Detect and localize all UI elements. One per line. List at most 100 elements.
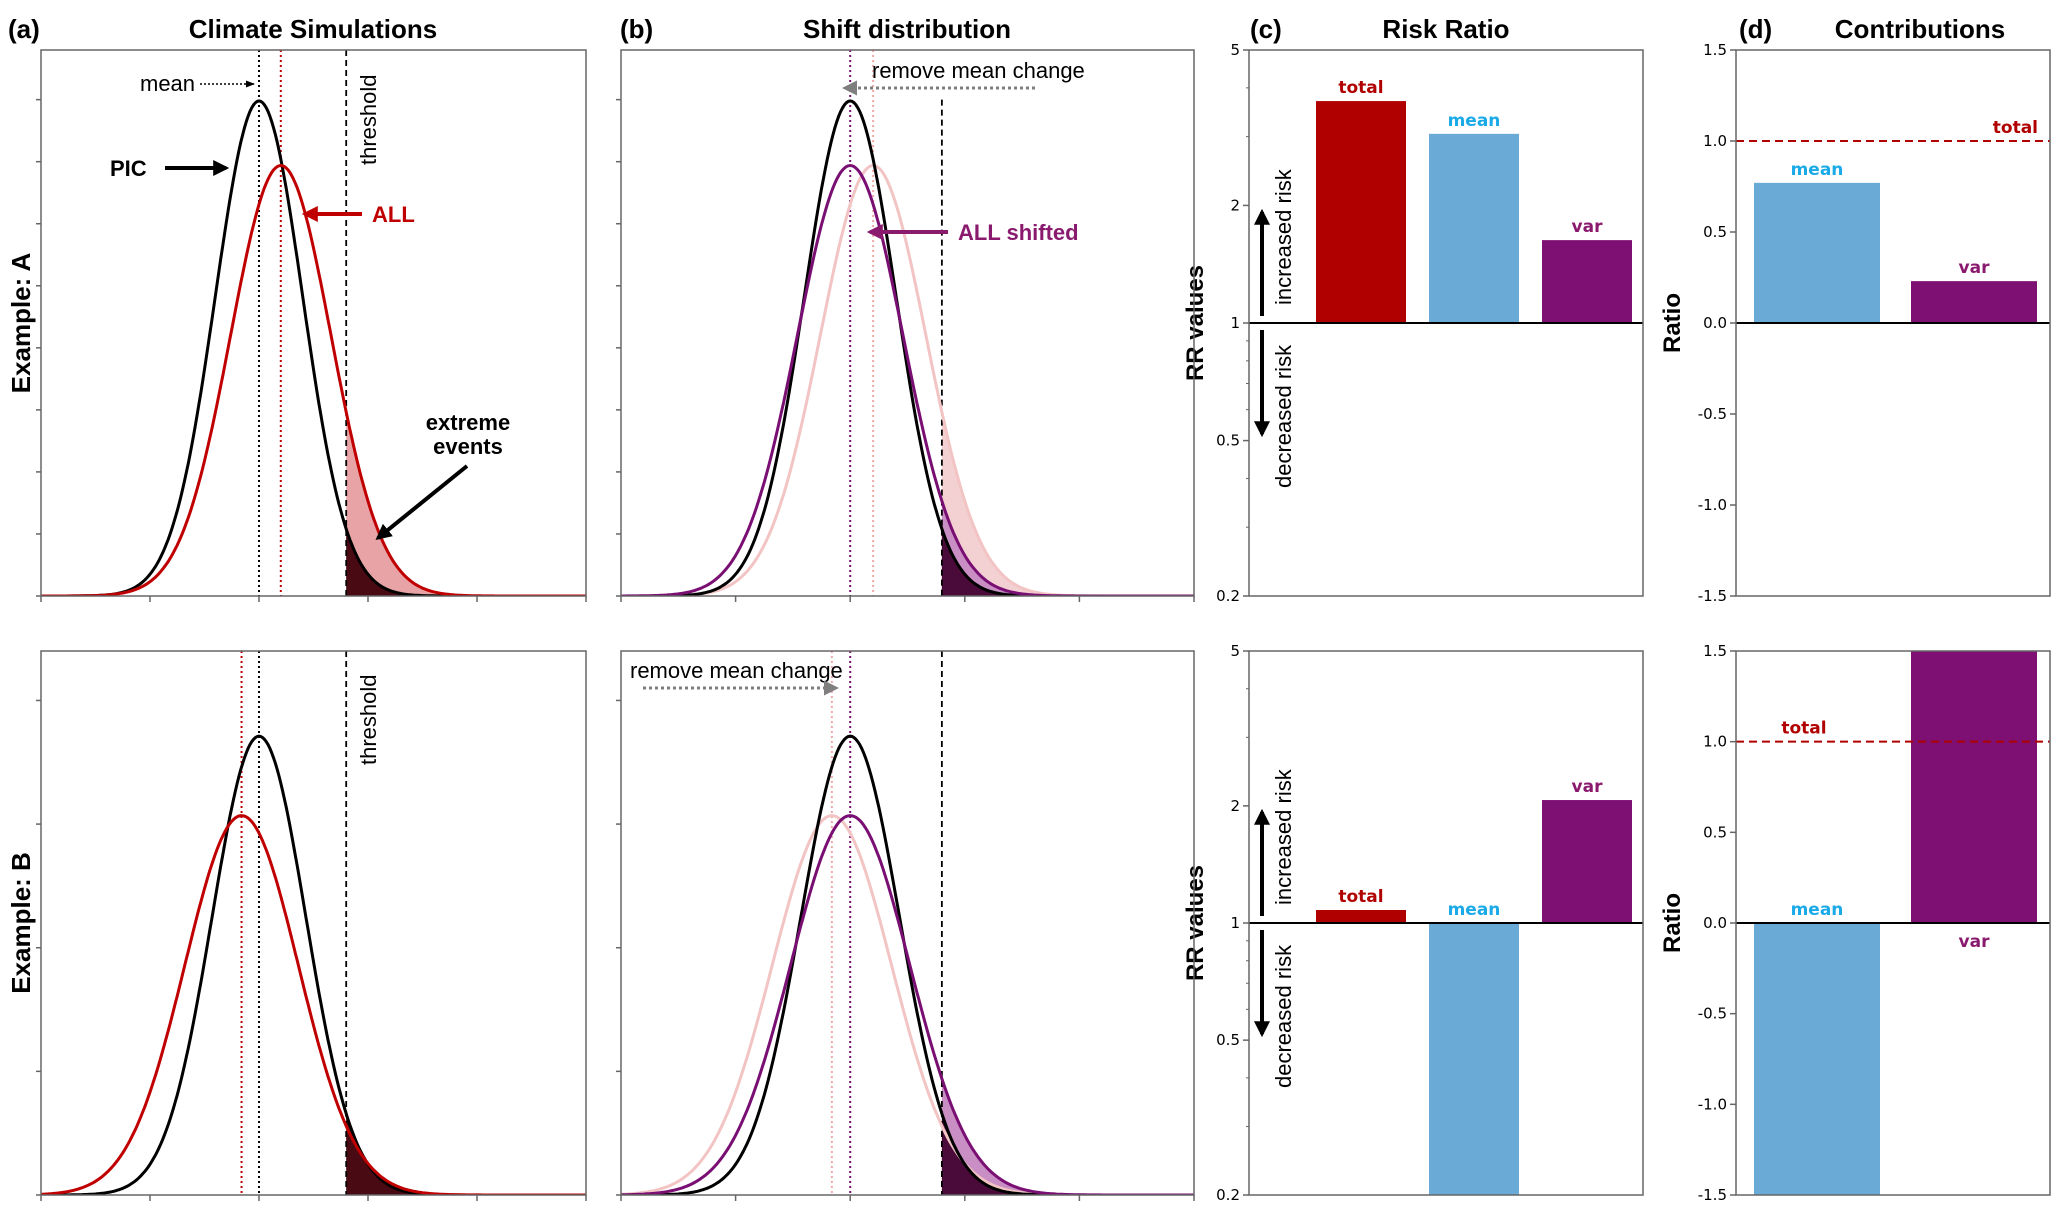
bar-label-var: var <box>1959 258 1991 278</box>
bar-mean <box>1754 182 1880 323</box>
ylabel-d-top: Ratio <box>1659 293 1686 353</box>
y-tick-label: 1.5 <box>1703 642 1727 660</box>
bar-var <box>1911 651 2037 923</box>
y-tick-label: 1 <box>1230 914 1240 932</box>
curve-pic <box>621 734 1194 1195</box>
increased-risk-label-top: increased risk <box>1271 168 1296 305</box>
y-tick-label: 0.5 <box>1216 432 1240 450</box>
threshold-label-bottom: threshold <box>356 674 381 765</box>
y-tick-label: 5 <box>1230 642 1240 660</box>
curve-all-original- <box>621 814 1194 1195</box>
y-tick-label: 1.5 <box>1703 41 1727 59</box>
y-tick-label: 1.0 <box>1703 733 1727 751</box>
y-tick-label: 0.5 <box>1216 1031 1240 1049</box>
plot-area <box>621 651 1194 1195</box>
y-tick-label: -1.0 <box>1698 496 1727 514</box>
y-tick-label: -1.5 <box>1698 1186 1727 1204</box>
panel-label-d: (d) <box>1739 14 1772 44</box>
plot-area <box>41 50 586 596</box>
remove-mean-change-label-bottom: remove mean change <box>630 658 843 683</box>
panel-a-top <box>36 49 587 602</box>
annotations-b-top: remove mean change ALL shifted <box>842 58 1085 245</box>
all-label: ALL <box>372 202 415 227</box>
bar-var <box>1542 240 1632 323</box>
curve-pic <box>41 734 586 1195</box>
increased-risk-label-bottom: increased risk <box>1271 768 1296 905</box>
panel-title-c: Risk Ratio <box>1382 14 1509 44</box>
bar-label-var: var <box>1572 777 1604 797</box>
extreme-events-arrow <box>375 464 469 541</box>
y-tick-label: -1.0 <box>1698 1095 1727 1113</box>
bar-var <box>1542 800 1632 923</box>
tail-fill-pic <box>941 529 1194 596</box>
curve-pic <box>41 99 586 596</box>
decreased-risk-label-top: decreased risk <box>1271 344 1296 488</box>
reference-line-label: total <box>1993 118 2038 138</box>
bar-label-var: var <box>1572 217 1604 237</box>
curve-all <box>41 163 586 596</box>
curve-pic <box>621 99 1194 596</box>
bar-total <box>1316 909 1406 923</box>
curve-all-original- <box>621 163 1194 596</box>
axes-frame <box>40 650 587 1196</box>
risk-annotations: increased risk decreased risk increased … <box>1254 168 1296 1088</box>
pic-label: PIC <box>110 156 147 181</box>
ylabel-d-bottom: Ratio <box>1659 893 1686 953</box>
bar-label-mean: mean <box>1448 111 1501 131</box>
curve-all <box>41 814 586 1195</box>
bar-label-mean: mean <box>1791 900 1844 920</box>
threshold-label-top: threshold <box>356 74 381 165</box>
annotations-a-top: mean PIC ALL threshold extreme events <box>110 71 510 541</box>
y-tick-label: 0.5 <box>1703 223 1727 241</box>
ylabel-c-bottom: RR values <box>1182 865 1209 981</box>
y-tick-label: 2 <box>1230 797 1240 815</box>
panel-title-a: Climate Simulations <box>189 14 438 44</box>
panel-label-a: (a) <box>8 14 40 44</box>
panel-b-top <box>616 49 1195 602</box>
y-tick-label: 0.0 <box>1703 914 1727 932</box>
y-tick-label: -0.5 <box>1698 405 1727 423</box>
panel-a-bottom <box>36 650 587 1201</box>
remove-mean-change-label-top: remove mean change <box>872 58 1085 83</box>
reference-line-label: total <box>1781 719 1826 739</box>
plot-area <box>41 651 586 1195</box>
panel-c-top: total mean var 0.2 0.5 1 2 5 <box>1216 41 1644 605</box>
panel-label-c: (c) <box>1250 14 1282 44</box>
bar-total <box>1316 101 1406 323</box>
panel-title-b: Shift distribution <box>803 14 1011 44</box>
plot-area <box>621 50 1194 596</box>
extreme-events-label-2: events <box>433 434 503 459</box>
tail-fill-pic <box>941 1113 1194 1195</box>
bar-mean <box>1754 923 1880 1195</box>
tail-fill-pic <box>346 529 586 596</box>
panel-b-bottom <box>616 650 1195 1201</box>
panel-d-bottom: mean var total -1.5 -1.0 -0.5 0.0 0.5 1.0 1.5 <box>1698 642 2051 1204</box>
bar-label-mean: mean <box>1448 900 1501 920</box>
y-tick-label: 1.0 <box>1703 132 1727 150</box>
panel-title-d: Contributions <box>1835 14 2005 44</box>
y-tick-label: 0.5 <box>1703 823 1727 841</box>
extreme-events-label-1: extreme <box>426 410 510 435</box>
bar-label-var: var <box>1959 932 1991 952</box>
tail-fill-all-original <box>941 412 1194 596</box>
mean-label: mean <box>140 71 195 96</box>
y-tick-label: -1.5 <box>1698 587 1727 605</box>
bar-mean <box>1429 133 1519 323</box>
y-tick-label: 1 <box>1230 314 1240 332</box>
ylabel-c-top: RR values <box>1182 265 1209 381</box>
axes-frame <box>620 650 1195 1196</box>
tail-fill-pic <box>346 1113 586 1195</box>
bar-var <box>1911 281 2037 323</box>
bar-mean <box>1429 923 1519 1195</box>
y-tick-label: -0.5 <box>1698 1005 1727 1023</box>
bar-label-mean: mean <box>1791 160 1844 180</box>
y-tick-label: 0.0 <box>1703 314 1727 332</box>
panel-d-top: mean var total -1.5 -1.0 -0.5 0.0 0.5 1.0 1.5 <box>1698 41 2051 605</box>
plots: total mean var 0.2 0.5 1 2 5 mean var total -1.5 -1.… <box>36 41 2051 1204</box>
y-tick-label: 0.2 <box>1216 1186 1240 1204</box>
curve-all-shifted <box>621 163 1194 596</box>
all-shifted-label: ALL shifted <box>958 220 1079 245</box>
panel-label-b: (b) <box>620 14 653 44</box>
axes-frame <box>40 49 587 597</box>
